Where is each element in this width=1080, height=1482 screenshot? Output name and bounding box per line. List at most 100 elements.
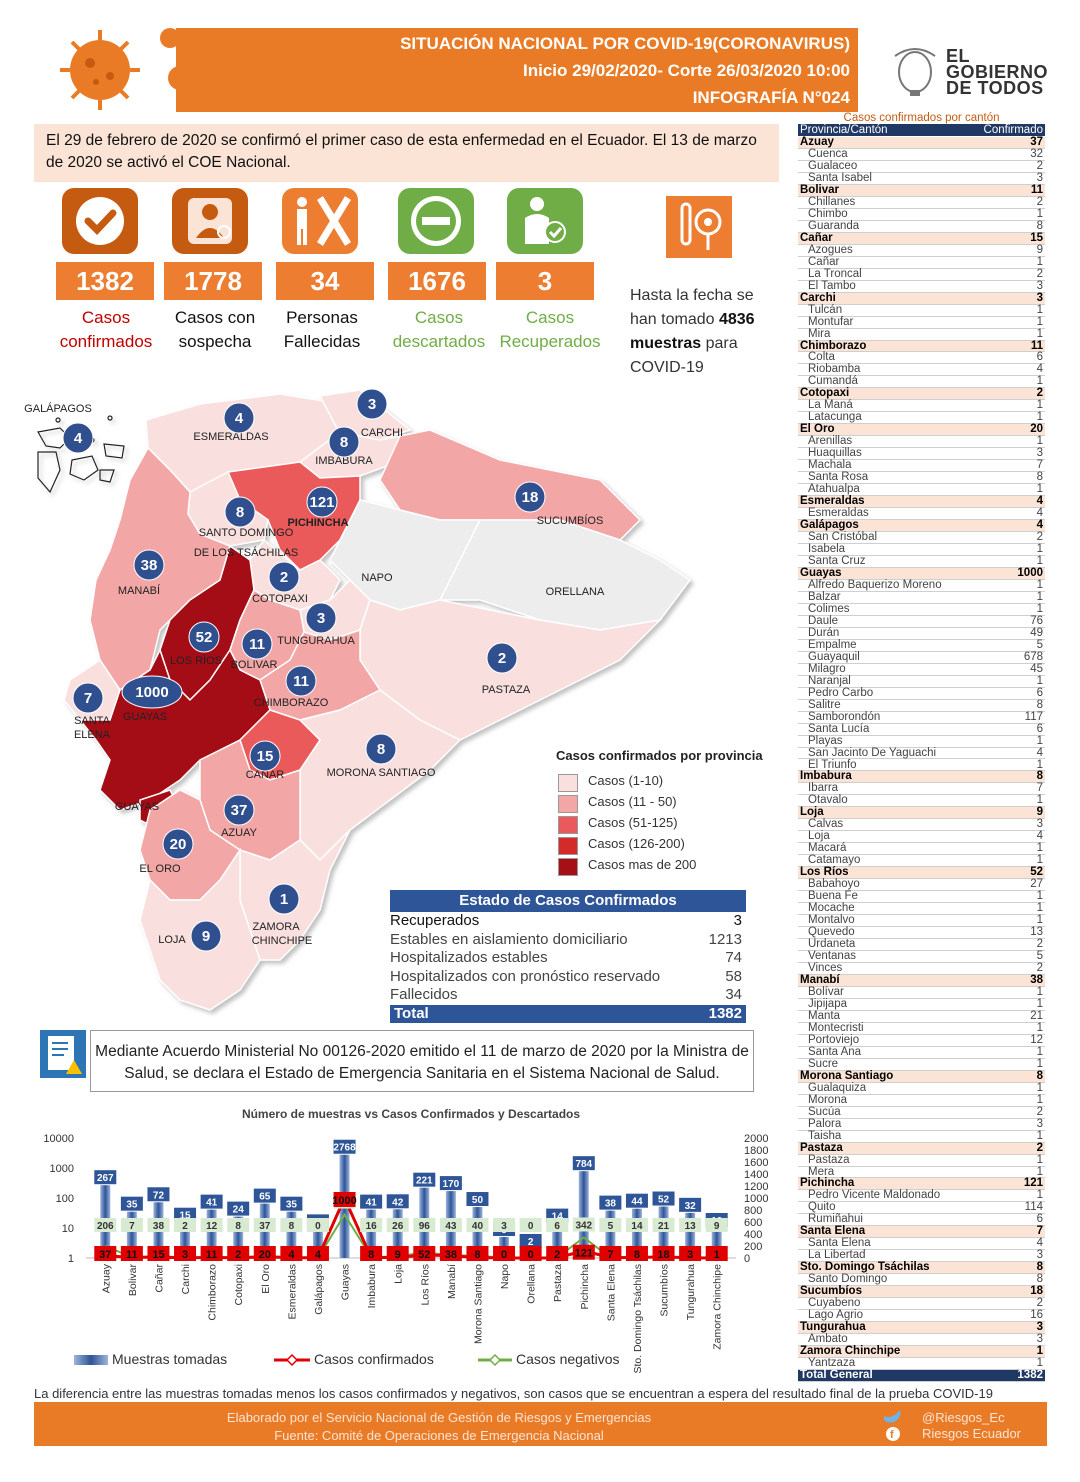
stat-suspected-label: Casos con sospecha [174, 308, 256, 351]
virus-illustration [60, 28, 192, 110]
neg-label: 3 [501, 1221, 507, 1232]
province-label: MORONA SANTIAGO [327, 767, 436, 779]
canton-row: Riobamba 4 [798, 363, 1045, 377]
row-name: Cañar [800, 231, 833, 244]
row-name: Urdaneta [808, 938, 856, 951]
row-name: Azuay [800, 136, 834, 148]
bar-label: 41 [366, 1198, 378, 1209]
conf-label-bg [360, 1246, 383, 1261]
province-row: Sucumbíos 18 [798, 1285, 1045, 1299]
canton-row: Taisha 1 [798, 1130, 1045, 1143]
row-value: 1 [1036, 1165, 1043, 1178]
bar-label-bg [625, 1193, 648, 1208]
province-row: Galápagos 4 [798, 519, 1045, 533]
canton-row: Balzar 1 [798, 591, 1045, 604]
canton-row: Atahualpa 1 [798, 483, 1045, 497]
province-row: Pichincha 121 [798, 1178, 1045, 1191]
government-logo: EL GOBIERNO DE TODOS [890, 42, 1060, 112]
check-icon [62, 188, 138, 254]
province-row: Cotopaxi 2 [798, 387, 1045, 401]
y-right-tick: 200 [744, 1241, 762, 1253]
row-name: Morona Santiago [800, 1069, 894, 1082]
case-bubble [306, 486, 338, 518]
row-value: 1 [1036, 1153, 1043, 1166]
row-name: Santa Cruz [808, 554, 866, 567]
case-bubble-value: 9 [202, 928, 210, 945]
canton-row: Palora 3 [798, 1118, 1045, 1131]
canton-row: Mera 1 [798, 1165, 1045, 1179]
y-right-tick: 1200 [744, 1181, 768, 1193]
footnote: La diferencia entre las muestras tomadas… [34, 1386, 993, 1401]
category-label: Azuay [100, 1263, 112, 1293]
row-name: Alfredo Baquerizo Moreno [808, 578, 942, 591]
row-value: 9 [1036, 806, 1043, 819]
category-label: Cañar [153, 1264, 165, 1293]
y-right-tick: 0 [744, 1253, 750, 1265]
emergency-decree-text: Mediante Acuerdo Ministerial No 00126-20… [90, 1030, 754, 1092]
bar-samples [472, 1207, 483, 1258]
case-bubble-value: 1000 [135, 684, 168, 701]
row-value: 117 [1024, 710, 1043, 723]
canton-row: El Triunfo 1 [798, 759, 1045, 772]
bar-samples [126, 1211, 137, 1258]
row-value: 2 [1036, 1297, 1043, 1310]
row-value: 2 [1036, 195, 1043, 208]
neg-label: 37 [259, 1221, 271, 1232]
province-label: ELENA [74, 729, 111, 741]
stat-discarded-value: 1676 [388, 262, 486, 300]
province-galapagos [37, 415, 125, 494]
legend-item: Casos mas de 200 [556, 856, 786, 876]
neg-label-bg [280, 1218, 303, 1232]
province-label: COTOPAXI [252, 593, 308, 605]
province-label: SUCUMBÍOS [537, 514, 604, 527]
case-bubble [268, 561, 300, 593]
line-confirmed [105, 1194, 717, 1260]
conf-label: 3 [687, 1249, 693, 1261]
row-value: 9 [1036, 243, 1043, 256]
y-left-tick: 10 [62, 1223, 74, 1235]
canton-row: Huaquillas 3 [798, 447, 1045, 461]
row-name: Colta [808, 351, 835, 364]
category-label: Santa Elena [605, 1264, 617, 1321]
canton-row: Arenillas 1 [798, 435, 1045, 449]
row-value: 6 [1036, 686, 1043, 699]
canton-row: San Cristóbal 2 [798, 531, 1045, 545]
category-label: Guayas [340, 1264, 352, 1300]
row-name: Naranjal [808, 674, 851, 687]
case-bubble [223, 402, 255, 434]
bar-samples [366, 1209, 377, 1258]
row-value: 1 [1036, 1357, 1043, 1370]
row-value: 1 [1036, 914, 1043, 927]
province-row: Pastaza 2 [798, 1142, 1045, 1155]
row-name: Esmeraldas [808, 507, 869, 520]
ecuador-map: GALÁPAGOS 4 ESMERALDAS 4 CARCHI 3 IMBABURA 8 PIC… [24, 388, 692, 1011]
case-bubble [486, 642, 518, 674]
neg-label-bg [120, 1218, 143, 1232]
row-name: Mocache [808, 902, 855, 915]
category-label: Galápagos [313, 1264, 325, 1315]
canton-row: Machala 7 [798, 459, 1045, 473]
row-value: 13 [1030, 926, 1043, 939]
row-value: 20 [1030, 423, 1043, 436]
province-label: SANTA [74, 715, 111, 727]
row-value: 1 [1036, 997, 1043, 1010]
chart-title: Número de muestras vs Casos Confirmados … [242, 1107, 580, 1121]
neg-label-bg [625, 1218, 648, 1232]
category-label: Tungurahua [685, 1264, 697, 1320]
province-label: ORELLANA [546, 586, 605, 598]
footer-source: Fuente: Comité de Operaciones de Emergen… [274, 1428, 604, 1443]
row-value: 1 [1036, 327, 1043, 340]
province-label: LOS RÍOS [170, 654, 222, 667]
row-name: Portoviejo [808, 1033, 860, 1046]
canton-row: Vinces 2 [798, 962, 1045, 975]
canton-row: Tulcán 1 [798, 304, 1045, 317]
row-name: Jipijapa [808, 997, 847, 1010]
neg-label-bg [652, 1218, 675, 1232]
legend-item: Casos (51-125) [556, 814, 786, 834]
canton-row: Santa Lucía 6 [798, 723, 1045, 736]
legend-negatives: Casos negativos [516, 1351, 620, 1367]
row-name: Sto. Domingo Tsáchilas [800, 1261, 930, 1274]
canton-row: Otavalo 1 [798, 794, 1045, 808]
case-bubble-value: 121 [309, 494, 334, 511]
row-value: 76 [1030, 614, 1043, 627]
